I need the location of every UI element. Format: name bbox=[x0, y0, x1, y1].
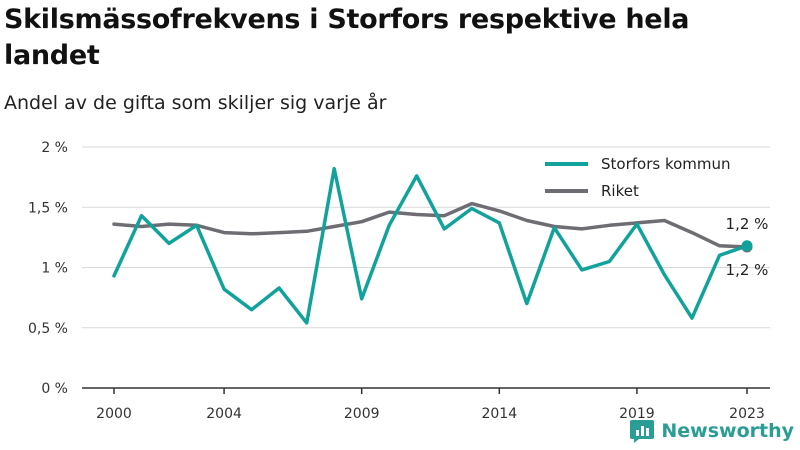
x-tick-label: 2014 bbox=[481, 406, 517, 422]
brand-logo: Newsworthy bbox=[629, 418, 794, 444]
chart-title: Skilsmässofrekvens i Storfors respektive… bbox=[4, 4, 690, 71]
series-line-storfors bbox=[112, 166, 749, 325]
x-axis: 2000 2004 2009 2014 2019 2023 bbox=[82, 387, 770, 422]
brand-name: Newsworthy bbox=[661, 420, 794, 442]
x-tick-label: 2000 bbox=[96, 406, 132, 422]
y-tick-label: 0,5 % bbox=[28, 321, 68, 337]
x-tick-label: 2004 bbox=[206, 406, 242, 422]
y-tick-label: 1 % bbox=[41, 261, 68, 277]
y-axis: 0 % 0,5 % 1 % 1,5 % 2 % bbox=[28, 140, 68, 397]
legend: Storfors kommun Riket bbox=[545, 155, 731, 200]
series-line-riket bbox=[112, 201, 749, 249]
grid-lines bbox=[82, 146, 770, 329]
y-tick-label: 0 % bbox=[41, 381, 68, 397]
legend-label: Riket bbox=[601, 182, 639, 200]
y-tick-label: 2 % bbox=[41, 140, 68, 156]
x-tick-label: 2019 bbox=[619, 406, 655, 422]
chart-subtitle: Andel av de gifta som skiljer sig varje … bbox=[4, 92, 387, 114]
y-tick-label: 1,5 % bbox=[28, 200, 68, 216]
end-label: 1,2 % bbox=[726, 261, 769, 279]
newsworthy-logo-icon bbox=[630, 420, 655, 443]
x-tick-label: 2009 bbox=[344, 406, 380, 422]
series-lines bbox=[112, 166, 753, 325]
end-point-storfors bbox=[741, 240, 753, 252]
legend-label: Storfors kommun bbox=[601, 155, 731, 173]
end-labels: 1,2 % 1,2 % bbox=[726, 215, 769, 279]
end-label: 1,2 % bbox=[726, 215, 769, 233]
x-tick-label: 2023 bbox=[729, 406, 765, 422]
